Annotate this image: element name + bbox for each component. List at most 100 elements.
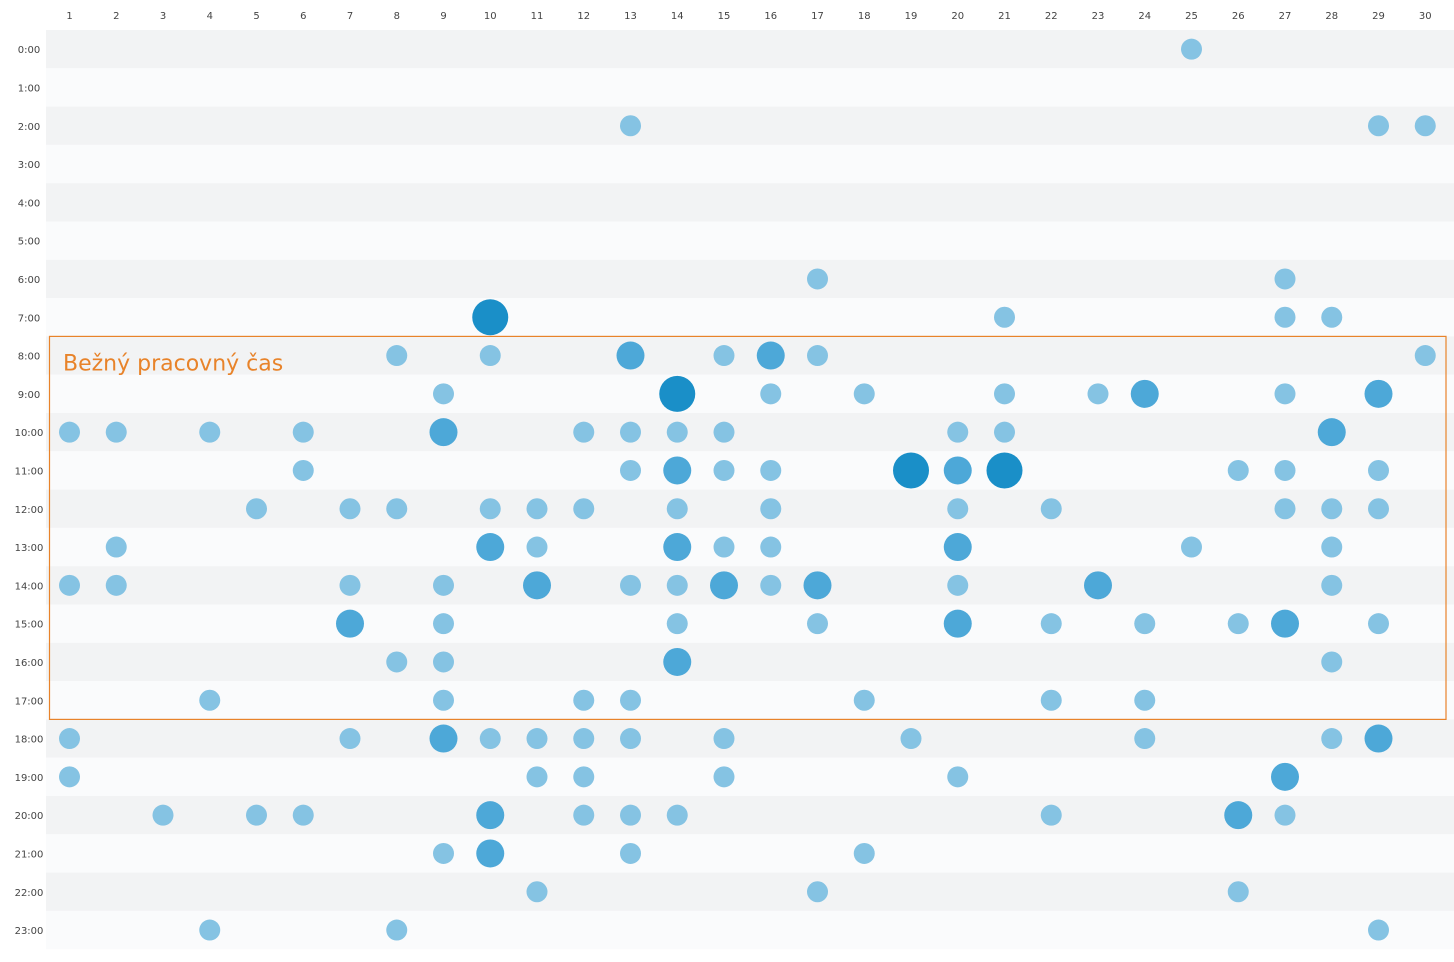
data-point	[472, 299, 509, 336]
data-point	[479, 498, 501, 520]
x-tick-label: 7	[347, 11, 353, 22]
data-point	[807, 345, 828, 367]
y-tick-label: 5:00	[18, 237, 40, 248]
data-point	[105, 536, 127, 558]
y-tick-label: 2:00	[18, 122, 40, 133]
data-point	[386, 919, 408, 941]
data-point	[713, 345, 735, 367]
data-point	[526, 881, 548, 903]
data-point	[620, 842, 641, 864]
data-point	[713, 728, 735, 750]
data-point	[666, 421, 688, 443]
data-point	[199, 689, 221, 711]
x-tick-label: 10	[484, 11, 497, 22]
data-point	[339, 728, 361, 750]
data-point	[1227, 613, 1249, 635]
data-point	[1134, 728, 1156, 750]
data-point	[760, 536, 782, 558]
data-point	[573, 689, 595, 711]
data-point	[943, 456, 972, 485]
data-point	[994, 306, 1015, 328]
data-point	[1181, 38, 1202, 60]
data-point	[1368, 498, 1389, 520]
x-tick-label: 6	[300, 11, 306, 22]
data-point	[620, 689, 641, 711]
x-axis-ticks: 1 2 3 4 5 6 7 8 9 10 11 12 13 14 15 16 17 18 19 20 21 22 23 24 2…	[66, 11, 1431, 22]
data-point	[199, 421, 221, 443]
data-point	[246, 804, 267, 826]
x-tick-label: 16	[764, 11, 777, 22]
data-point	[1364, 379, 1393, 408]
data-point	[573, 766, 595, 788]
data-point	[1134, 689, 1156, 711]
y-tick-label: 19:00	[15, 773, 44, 784]
data-point	[246, 498, 267, 520]
row-stripes	[46, 30, 1454, 950]
y-tick-label: 4:00	[18, 198, 40, 209]
data-point	[943, 609, 972, 638]
data-point	[105, 574, 127, 596]
data-point	[807, 268, 828, 290]
row-stripe	[46, 527, 1454, 567]
y-tick-label: 7:00	[18, 313, 40, 324]
data-point	[1040, 613, 1062, 635]
data-point	[526, 536, 548, 558]
row-stripe	[46, 604, 1454, 643]
data-point	[476, 801, 505, 830]
y-tick-label: 0:00	[18, 45, 40, 56]
data-point	[756, 341, 785, 370]
y-tick-label: 6:00	[18, 275, 40, 286]
row-stripe	[46, 566, 1454, 605]
row-stripe	[46, 681, 1454, 720]
data-point	[943, 533, 972, 562]
data-point	[659, 375, 696, 412]
data-point	[620, 574, 641, 596]
y-tick-label: 13:00	[15, 543, 44, 554]
data-point	[760, 383, 782, 405]
row-stripe	[46, 757, 1454, 796]
data-point	[526, 766, 548, 788]
row-stripe	[46, 489, 1454, 528]
x-tick-label: 2	[113, 11, 119, 22]
data-point	[1274, 459, 1296, 481]
data-point	[616, 341, 645, 370]
data-point	[476, 839, 505, 868]
x-tick-label: 3	[160, 11, 166, 22]
row-stripe	[46, 872, 1454, 911]
row-stripe	[46, 221, 1454, 260]
row-stripe	[46, 910, 1454, 950]
x-tick-label: 4	[207, 11, 213, 22]
data-point	[433, 689, 454, 711]
data-point	[663, 456, 692, 485]
data-point	[573, 421, 595, 443]
data-point	[1271, 762, 1299, 791]
working-hours-frame	[48, 335, 1447, 720]
working-hours-label: Bežný pracovný čas	[63, 351, 283, 376]
data-point	[1414, 345, 1436, 367]
data-point	[429, 418, 458, 447]
data-point	[620, 115, 641, 137]
row-stripe	[46, 374, 1454, 413]
data-point	[1321, 574, 1343, 596]
data-point	[1321, 498, 1343, 520]
x-tick-label: 13	[624, 11, 637, 22]
data-point	[853, 689, 875, 711]
data-point	[59, 574, 80, 596]
data-point	[429, 724, 458, 753]
data-point	[620, 728, 641, 750]
x-tick-label: 22	[1045, 11, 1058, 22]
data-point	[947, 766, 969, 788]
data-point	[994, 383, 1015, 405]
data-point	[986, 452, 1023, 489]
row-stripe	[46, 30, 1454, 69]
data-point	[1227, 881, 1249, 903]
x-tick-label: 8	[394, 11, 400, 22]
data-point	[1364, 724, 1393, 753]
x-tick-label: 9	[440, 11, 446, 22]
data-point	[573, 728, 595, 750]
x-tick-label: 19	[905, 11, 918, 22]
data-point	[807, 613, 828, 635]
data-point	[1040, 804, 1062, 826]
data-point	[666, 574, 688, 596]
